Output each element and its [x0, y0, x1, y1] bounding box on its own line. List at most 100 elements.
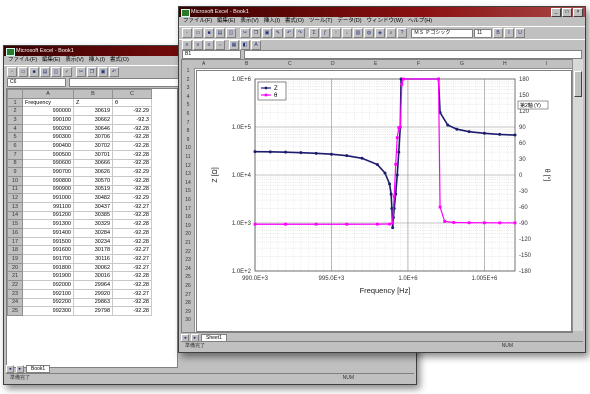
data-point-z[interactable] [399, 77, 403, 81]
table-cell[interactable]: 990500 [22, 149, 74, 160]
table-cell[interactable]: 991000 [22, 193, 74, 203]
vertical-scrollbar[interactable] [572, 59, 583, 331]
data-point-z[interactable] [455, 127, 459, 131]
data-point-z[interactable] [390, 207, 394, 211]
copy-icon[interactable]: ❐ [251, 28, 261, 38]
table-cell[interactable]: 30662 [73, 115, 113, 125]
column-header[interactable]: C [288, 61, 292, 67]
table-cell[interactable]: 30482 [73, 193, 113, 203]
row-header[interactable]: 2 [186, 76, 190, 83]
table-cell[interactable]: 30646 [73, 123, 113, 134]
front-title-bar[interactable]: Microsoft Excel - Book1 _ □ × [179, 7, 585, 17]
back-name-box[interactable]: C6 [7, 78, 66, 87]
table-cell[interactable]: 990400 [22, 141, 74, 151]
data-point-z[interactable] [394, 192, 398, 196]
menu-file[interactable]: ファイル(F) [8, 57, 38, 63]
table-cell[interactable]: Frequency [22, 97, 74, 108]
table-cell[interactable]: 990800 [22, 175, 74, 186]
row-header[interactable]: 8 [186, 128, 190, 135]
table-cell[interactable]: 990600 [22, 158, 74, 169]
series-line-z[interactable] [254, 78, 516, 228]
new-file-icon[interactable]: ▫ [182, 28, 192, 38]
table-cell[interactable]: 30619 [73, 106, 113, 117]
paste-icon[interactable]: ▣ [262, 28, 272, 38]
table-cell[interactable]: 29798 [73, 306, 113, 316]
column-header[interactable]: E [374, 61, 378, 67]
table-cell[interactable]: -92.29 [112, 167, 152, 177]
data-point-z[interactable] [375, 163, 379, 167]
data-point-theta[interactable] [314, 222, 318, 226]
table-cell[interactable]: -92.28 [112, 236, 152, 247]
menu-data[interactable]: データ(D) [337, 18, 362, 24]
data-point-theta[interactable] [345, 222, 349, 226]
table-cell[interactable]: 30116 [73, 254, 113, 264]
chart-wizard-icon[interactable]: ▥ [353, 28, 363, 38]
table-cell[interactable]: Z [73, 97, 113, 108]
bold-icon[interactable]: B [493, 28, 503, 38]
row-header[interactable]: 26 [185, 283, 191, 289]
table-cell[interactable]: 30437 [73, 201, 113, 212]
table-cell[interactable]: 30666 [73, 158, 113, 169]
table-cell[interactable]: -92.28 [112, 123, 152, 134]
table-cell[interactable]: -92.28 [112, 219, 152, 229]
menu-edit[interactable]: 編集(E) [217, 18, 236, 24]
table-cell[interactable]: 30570 [73, 175, 113, 186]
table-cell[interactable]: 30234 [73, 236, 113, 247]
menu-edit[interactable]: 編集(E) [42, 57, 61, 63]
data-point-z[interactable] [388, 182, 392, 186]
table-cell[interactable]: 30062 [73, 262, 113, 273]
column-header[interactable]: A [202, 61, 206, 67]
table-cell[interactable]: 29863 [73, 297, 113, 308]
table-cell[interactable]: 990700 [22, 167, 74, 177]
row-header[interactable]: 10 [7, 175, 23, 186]
row-header[interactable]: 17 [7, 236, 23, 247]
row-header[interactable]: 11 [7, 184, 23, 195]
table-cell[interactable]: 30519 [73, 184, 113, 195]
tab-scroll-left-icon[interactable]: ◂ [6, 364, 14, 373]
table-cell[interactable]: -92.29 [112, 106, 152, 117]
data-point-z[interactable] [314, 151, 318, 155]
table-cell[interactable]: 991500 [22, 236, 74, 247]
data-point-z[interactable] [284, 150, 288, 154]
undo-icon[interactable]: ↶ [284, 28, 294, 38]
column-header[interactable]: D [331, 61, 335, 67]
table-cell[interactable]: 30702 [73, 141, 113, 151]
data-point-theta[interactable] [391, 221, 395, 225]
row-header[interactable]: 30 [185, 317, 191, 324]
data-point-theta[interactable] [452, 221, 456, 224]
table-cell[interactable]: 991700 [22, 254, 74, 264]
row-header[interactable]: 9 [186, 136, 190, 143]
data-point-theta[interactable] [498, 221, 502, 225]
row-header[interactable]: 19 [7, 254, 23, 264]
front-excel-window[interactable]: Microsoft Excel - Book1 _ □ × ファイル(F) 編集… [178, 6, 586, 353]
table-cell[interactable]: -92.3 [112, 115, 152, 125]
autosum-icon[interactable]: Σ [309, 28, 319, 38]
row-header[interactable]: 24 [185, 265, 191, 272]
table-cell[interactable]: 30706 [73, 132, 113, 143]
data-point-z[interactable] [329, 152, 333, 156]
row-header[interactable]: 16 [185, 197, 191, 203]
data-point-theta[interactable] [483, 221, 486, 225]
row-header[interactable]: 25 [7, 306, 23, 316]
row-header[interactable]: 13 [185, 171, 191, 178]
new-file-icon[interactable]: ▫ [7, 67, 17, 77]
table-cell[interactable]: -92.27 [112, 288, 152, 299]
data-point-theta[interactable] [394, 162, 398, 166]
format-painter-icon[interactable]: ✎ [273, 28, 283, 38]
row-header[interactable]: 21 [185, 240, 191, 246]
data-point-z[interactable] [397, 150, 401, 154]
row-header[interactable]: 16 [7, 228, 23, 238]
borders-icon[interactable]: ▦ [229, 40, 239, 50]
spellcheck-icon[interactable]: ✓ [62, 67, 72, 77]
close-button[interactable]: × [573, 8, 583, 17]
menu-format[interactable]: 書式(O) [109, 57, 129, 63]
table-cell[interactable]: 990300 [22, 132, 74, 143]
row-header[interactable]: 13 [7, 201, 23, 212]
row-header[interactable]: 7 [7, 149, 23, 160]
row-header[interactable]: 15 [185, 188, 191, 195]
row-header[interactable]: 4 [7, 123, 23, 134]
row-header[interactable]: 22 [7, 280, 23, 290]
cut-icon[interactable]: ✂ [76, 67, 86, 77]
